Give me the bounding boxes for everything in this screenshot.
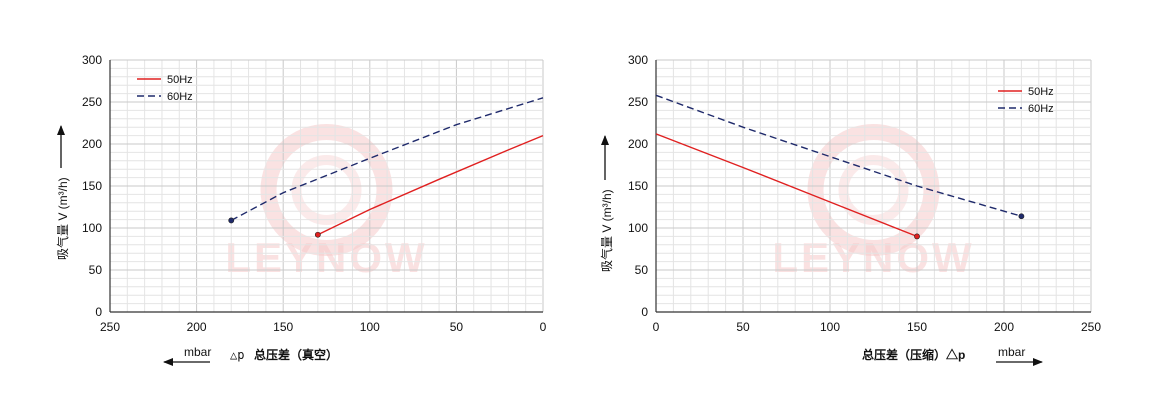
series-end-point (1018, 213, 1025, 220)
series-line-60hz (230, 97, 544, 222)
watermark-text: LEYNOW (772, 234, 974, 281)
legend-label: 50Hz (167, 74, 193, 86)
legend-label: 60Hz (167, 91, 193, 103)
y-tick-labels: 0 50 100 150 200 250 300 (628, 53, 648, 319)
compression-chart: LEYNOW 0 50 100 150 200 250 0 50 100 150 200 250 30… (599, 53, 1102, 366)
watermark-logo: LEYNOW (225, 124, 427, 281)
x-tick-label: 250 (100, 320, 120, 334)
series-lines (655, 94, 1025, 240)
y-tick-label: 250 (628, 95, 648, 109)
x-tick-labels: 250 200 150 100 50 0 (100, 320, 547, 334)
x-unit-label: mbar (184, 345, 211, 359)
legend: 50Hz 60Hz (137, 74, 193, 103)
watermark-ring (807, 124, 940, 256)
x-tick-label: 150 (273, 320, 293, 334)
y-tick-label: 200 (82, 137, 102, 151)
y-tick-label: 0 (95, 305, 102, 319)
y-tick-label: 300 (628, 53, 648, 67)
plot-frame (109, 60, 543, 313)
x-tick-label: 150 (907, 320, 927, 334)
x-unit-label: mbar (998, 345, 1025, 359)
y-tick-label: 50 (635, 263, 649, 277)
x-tick-label: 200 (994, 320, 1014, 334)
y-tick-label: 150 (628, 179, 648, 193)
x-tick-labels: 0 50 100 150 200 250 (653, 320, 1102, 334)
y-tick-label: 50 (89, 263, 103, 277)
watermark-logo: LEYNOW (772, 124, 974, 281)
y-tick-label: 0 (641, 305, 648, 319)
y-tick-label: 200 (628, 137, 648, 151)
y-tick-labels: 0 50 100 150 200 250 300 (82, 53, 102, 319)
x-tick-label: 50 (736, 320, 750, 334)
series-line-50hz (317, 134, 544, 236)
y-tick-label: 100 (82, 221, 102, 235)
x-tick-label: 200 (187, 320, 207, 334)
watermark-ring (260, 124, 393, 256)
x-tick-label: 100 (360, 320, 380, 334)
x-tick-label: 100 (820, 320, 840, 334)
x-tick-label: 50 (450, 320, 464, 334)
legend-label: 60Hz (1028, 103, 1054, 115)
grid-lines (109, 59, 544, 313)
legend: 50Hz 60Hz (998, 86, 1054, 115)
y-tick-label: 150 (82, 179, 102, 193)
vacuum-chart: LEYNOW 250 200 150 100 50 0 0 50 100 150 200 250 30… (55, 53, 547, 366)
y-axis-label: 吸气量 V (m³/h) (599, 189, 614, 272)
x-axis-label: 总压差（真空） (254, 347, 338, 362)
series-line-60hz (655, 94, 1022, 217)
y-axis-label: 吸气量 V (m³/h) (55, 177, 70, 260)
y-tick-label: 250 (82, 95, 102, 109)
legend-label: 50Hz (1028, 86, 1054, 98)
x-tick-label: 250 (1081, 320, 1101, 334)
x-tick-label: 0 (653, 320, 660, 334)
series-end-point (314, 231, 321, 238)
series-line-50hz (655, 133, 918, 238)
x-axis-label: 总压差（压缩）△p (862, 347, 965, 362)
x-axis-prefix: △p (230, 348, 244, 362)
series-end-point (228, 217, 235, 224)
series-lines (228, 97, 544, 238)
plot-frame (655, 60, 1091, 313)
y-tick-label: 300 (82, 53, 102, 67)
watermark-text: LEYNOW (225, 234, 427, 281)
x-tick-label: 0 (540, 320, 547, 334)
series-end-point (914, 233, 920, 240)
y-tick-label: 100 (628, 221, 648, 235)
